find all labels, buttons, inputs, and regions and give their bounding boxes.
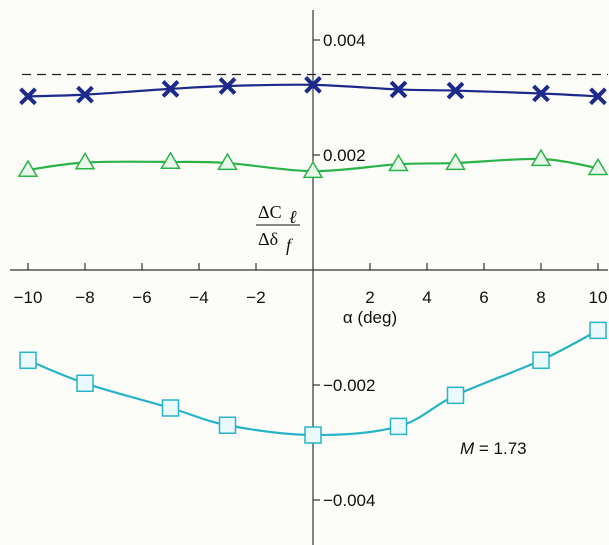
y-tick-label: −0.004 <box>323 491 375 510</box>
y-axis-label-numerator: ΔC <box>258 202 282 222</box>
data-point-triangle <box>530 148 552 167</box>
data-point-square <box>218 416 237 434</box>
x-tick-label: 8 <box>536 288 545 307</box>
axes <box>10 10 608 545</box>
data-point-triangle <box>587 157 609 176</box>
x-tick-label: 10 <box>589 288 608 307</box>
x-tick-label: −8 <box>75 288 94 307</box>
data-point-x-marker <box>304 76 322 94</box>
data-point-triangle <box>160 151 181 169</box>
x-tick-label: −10 <box>14 288 43 307</box>
x-tick-label: 4 <box>422 288 431 307</box>
data-point-square <box>389 417 408 436</box>
x-tick-label: −4 <box>189 288 208 307</box>
y-axis-label-denominator: Δδ <box>258 229 278 249</box>
data-point-x-marker <box>218 77 237 95</box>
x-marker-stroke <box>19 87 37 106</box>
x-marker-stroke <box>161 80 180 98</box>
x-tick-label: −2 <box>246 288 265 307</box>
data-point-x-marker <box>161 80 180 98</box>
x-tick-label: 6 <box>479 288 488 307</box>
y-tick-label: 0.002 <box>323 146 366 165</box>
data-point-triangle <box>74 151 96 170</box>
data-point-triangle <box>388 153 409 172</box>
labels: −10 −8 −6 −4 −2 2 4 6 8 10 0.004 0.002 −0.002 −0.004 α… <box>14 31 608 510</box>
x-marker-stroke <box>76 85 94 104</box>
x-tick-label: −6 <box>132 288 151 307</box>
data-point-x-marker <box>389 80 408 99</box>
data-point-triangle <box>445 152 466 171</box>
data-point-x-marker <box>532 84 550 103</box>
series-group <box>17 76 609 444</box>
x-marker-stroke <box>532 84 550 103</box>
data-point-square <box>161 399 180 417</box>
data-point-triangle <box>302 160 324 179</box>
data-point-square <box>589 321 607 340</box>
y-tick-label: −0.002 <box>323 376 375 395</box>
data-point-triangle <box>217 152 238 171</box>
data-point-square <box>304 426 322 444</box>
x-marker-stroke <box>218 77 237 95</box>
data-point-square <box>446 386 465 405</box>
data-point-square <box>532 351 550 370</box>
x-axis-label: α (deg) <box>343 308 397 327</box>
x-marker-stroke <box>589 87 607 106</box>
mach-annotation: M = 1.73 <box>460 439 527 458</box>
data-point-square <box>76 374 94 393</box>
data-point-x-marker <box>589 87 607 106</box>
x-marker-stroke <box>389 80 408 99</box>
data-point-x-marker <box>446 81 465 100</box>
y-axis-label-denominator-sub: f <box>286 235 294 255</box>
y-axis-label-numerator-sub: ℓ <box>289 207 297 227</box>
data-point-square <box>19 351 37 370</box>
x-marker-stroke <box>446 81 465 100</box>
y-tick-label: 0.004 <box>323 31 366 50</box>
x-marker-stroke <box>304 76 322 94</box>
x-tick-label: 2 <box>365 288 374 307</box>
data-point-x-marker <box>76 85 94 104</box>
data-point-x-marker <box>19 87 37 106</box>
data-point-triangle <box>17 159 39 177</box>
